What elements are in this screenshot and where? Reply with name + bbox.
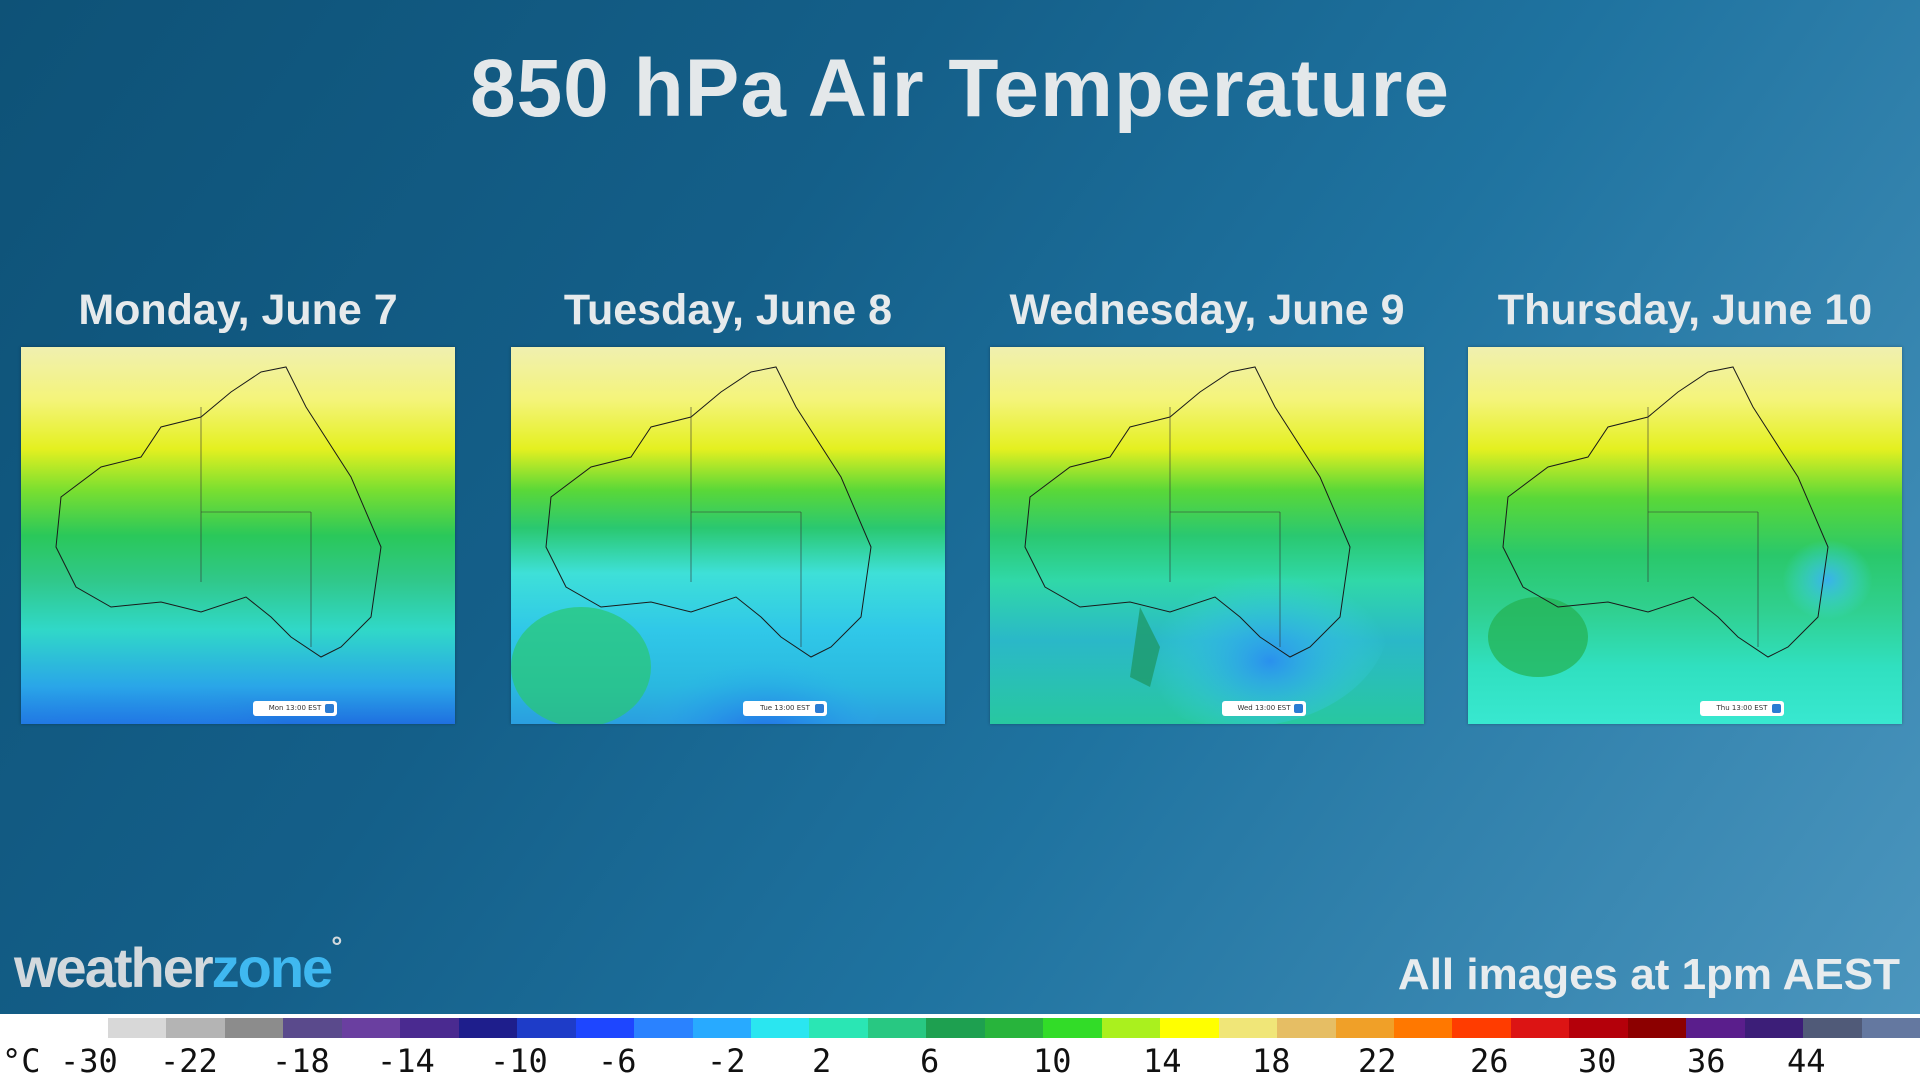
- legend-swatch: [341, 1018, 401, 1038]
- legend-unit: °C: [2, 1042, 41, 1080]
- legend-tick-label: -14: [377, 1042, 435, 1080]
- legend-tick-label: 2: [812, 1042, 832, 1080]
- map-timestamp: Tue 13:00 EST: [743, 701, 827, 716]
- legend-swatch: [1393, 1018, 1453, 1038]
- legend-swatch: [1686, 1018, 1745, 1038]
- forecast-panel-thursday: Thursday, June 10: [1468, 285, 1902, 724]
- map-timestamp: Mon 13:00 EST: [253, 701, 337, 716]
- legend-swatch: [1803, 1018, 1862, 1038]
- legend-swatch: [692, 1018, 751, 1038]
- time-note: All images at 1pm AEST: [1397, 950, 1900, 999]
- legend-tick-label: -18: [272, 1042, 330, 1080]
- legend-tick-label: 18: [1252, 1042, 1291, 1080]
- legend-swatch: [283, 1018, 342, 1038]
- legend-tick-label: 6: [920, 1042, 940, 1080]
- legend-tick-label: -30: [60, 1042, 118, 1080]
- panel-day-label: Thursday, June 10: [1497, 286, 1873, 334]
- weatherzone-mini-icon: [1772, 704, 1781, 713]
- forecast-panel-wednesday: Wednesday, June 9: [990, 285, 1424, 724]
- legend-swatch: [984, 1018, 1044, 1038]
- legend-swatch: [1861, 1018, 1920, 1038]
- temperature-map: Wed 13:00 EST: [990, 347, 1424, 724]
- legend-tick-label: -6: [598, 1042, 637, 1080]
- legend-tick-label: 44: [1787, 1042, 1826, 1080]
- legend-swatch: [166, 1018, 225, 1038]
- legend-labels: °C -30 -22 -18 -14 -10 -6 -2 2 6 10 14 18 22 26 30 36 44: [0, 1040, 1920, 1080]
- panel-day-label: Wednesday, June 9: [1009, 286, 1405, 334]
- map-timestamp: Thu 13:00 EST: [1700, 701, 1784, 716]
- legend-tick-label: 10: [1033, 1042, 1072, 1080]
- forecast-panel-tuesday: Tuesday, June 8: [511, 285, 945, 724]
- panel-day-label: Monday, June 7: [78, 286, 398, 334]
- legend-swatch: [458, 1018, 518, 1038]
- legend-swatch: [1101, 1018, 1161, 1038]
- page-title: 850 hPa Air Temperature: [469, 43, 1451, 134]
- temperature-map: Tue 13:00 EST: [511, 347, 945, 724]
- legend-swatch: [1569, 1018, 1628, 1038]
- legend-tick-label: 30: [1578, 1042, 1617, 1080]
- legend-swatch: [108, 1018, 167, 1038]
- legend-swatch: [517, 1018, 576, 1038]
- legend-tick-label: 36: [1687, 1042, 1726, 1080]
- legend-swatch: [634, 1018, 693, 1038]
- legend-tick-label: 22: [1358, 1042, 1397, 1080]
- legend-swatches: [108, 1018, 1920, 1038]
- legend-tick-label: 26: [1470, 1042, 1509, 1080]
- legend-tick-label: 14: [1143, 1042, 1182, 1080]
- weatherzone-mini-icon: [815, 704, 824, 713]
- legend-swatch: [1335, 1018, 1394, 1038]
- legend-swatch: [1744, 1018, 1804, 1038]
- temperature-color-legend: °C -30 -22 -18 -14 -10 -6 -2 2 6 10 14 18 22 26 30 36 44: [0, 1014, 1920, 1080]
- temperature-map: Mon 13:00 EST: [21, 347, 455, 724]
- forecast-panel-monday: Monday, June 7: [21, 285, 455, 724]
- weatherzone-mini-icon: [325, 704, 334, 713]
- temperature-map: Thu 13:00 EST: [1468, 347, 1902, 724]
- legend-swatch: [1043, 1018, 1102, 1038]
- weatherzone-logo: weatherzone°: [14, 931, 342, 999]
- legend-swatch: [1452, 1018, 1511, 1038]
- legend-swatch: [224, 1018, 284, 1038]
- legend-swatch: [1160, 1018, 1219, 1038]
- legend-swatch: [926, 1018, 985, 1038]
- legend-swatch: [400, 1018, 459, 1038]
- legend-swatch: [1277, 1018, 1336, 1038]
- legend-swatch: [750, 1018, 810, 1038]
- legend-swatch: [1510, 1018, 1570, 1038]
- weatherzone-mini-icon: [1294, 704, 1303, 713]
- legend-tick-label: -22: [160, 1042, 218, 1080]
- legend-swatch: [1218, 1018, 1278, 1038]
- panel-day-label: Tuesday, June 8: [563, 286, 893, 334]
- legend-swatch: [809, 1018, 868, 1038]
- legend-tick-label: -10: [490, 1042, 548, 1080]
- legend-tick-label: -2: [707, 1042, 746, 1080]
- legend-swatch: [1627, 1018, 1687, 1038]
- legend-swatch: [867, 1018, 927, 1038]
- map-timestamp: Wed 13:00 EST: [1222, 701, 1306, 716]
- legend-swatch: [575, 1018, 635, 1038]
